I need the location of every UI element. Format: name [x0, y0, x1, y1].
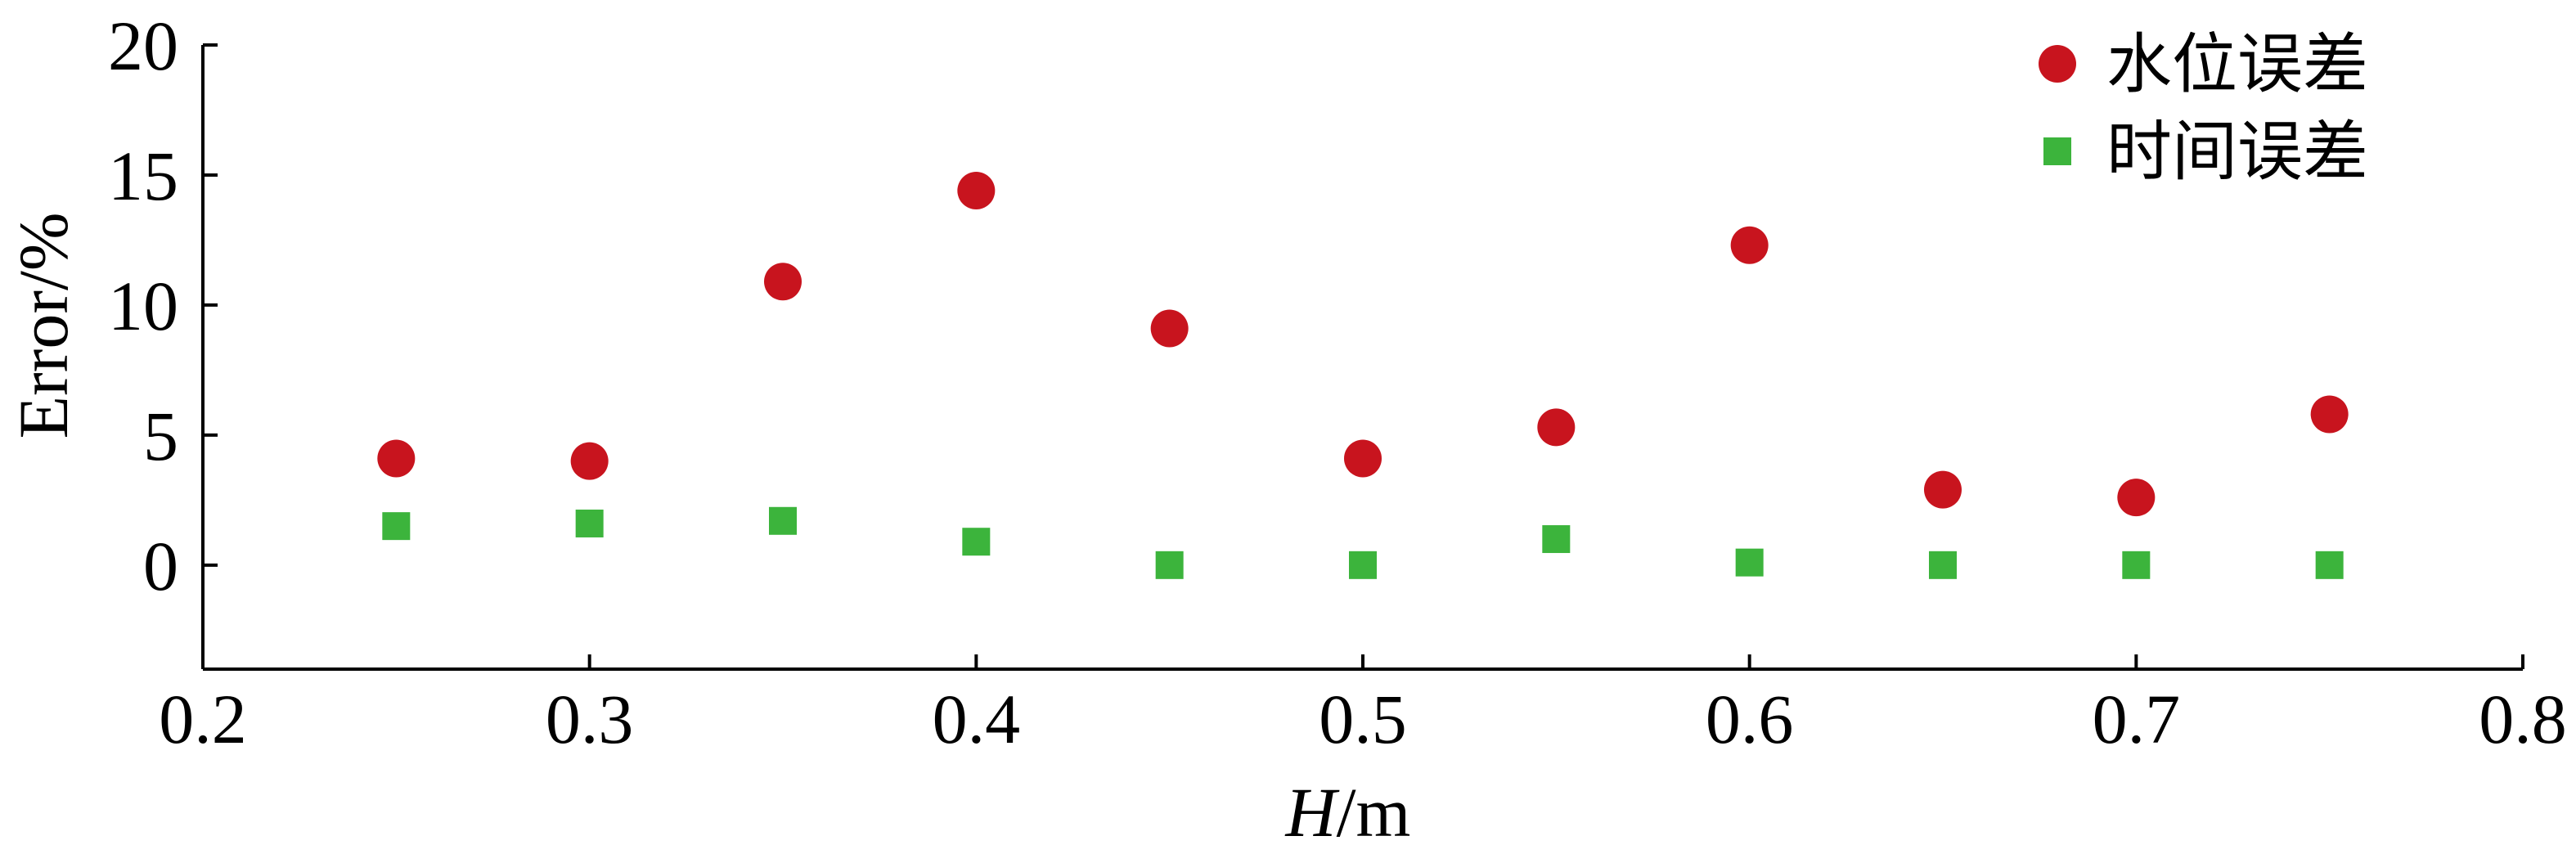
water-level-error-point	[1344, 439, 1382, 478]
y-tick-label: 15	[108, 137, 178, 215]
y-tick-label: 5	[143, 397, 178, 475]
x-tick-label: 0.3	[546, 680, 634, 758]
y-axis-title: Error/%	[4, 213, 83, 439]
legend-marker-water-level	[2039, 45, 2076, 83]
time-error-point	[2315, 551, 2344, 579]
x-ticks: 0.2 0.3 0.4 0.5 0.6 0.7 0.8	[159, 654, 2567, 758]
data-points	[377, 172, 2349, 579]
legend-marker-time	[2043, 137, 2071, 165]
y-ticks: 0 5 10 15 20	[108, 7, 218, 605]
time-error-point	[575, 509, 604, 537]
time-error-point	[1155, 551, 1184, 579]
x-tick-label: 0.7	[2093, 680, 2181, 758]
legend-label-water-level: 水位误差	[2106, 26, 2368, 102]
x-tick-label: 0.8	[2479, 680, 2567, 758]
water-level-error-point	[2310, 395, 2349, 434]
time-error-point	[382, 512, 411, 541]
x-axis-title-italic: H	[1285, 773, 1340, 852]
x-tick-label: 0.5	[1319, 680, 1407, 758]
time-error-point	[1349, 551, 1377, 579]
water-level-error-point	[570, 442, 609, 480]
time-error-point	[2122, 551, 2151, 579]
x-tick-label: 0.6	[1706, 680, 1794, 758]
time-error-point	[962, 528, 991, 556]
water-level-error-point	[957, 172, 996, 210]
water-level-error-point	[1537, 408, 1576, 447]
time-error-point	[1929, 551, 1957, 579]
y-tick-label: 20	[108, 7, 178, 85]
x-tick-label: 0.4	[933, 680, 1021, 758]
x-tick-label: 0.2	[159, 680, 247, 758]
time-error-point	[1542, 525, 1571, 554]
time-error-point	[1735, 548, 1764, 577]
time-error-point	[769, 506, 797, 535]
y-tick-label: 0	[143, 527, 178, 605]
water-level-error-point	[377, 439, 416, 478]
water-level-error-point	[764, 263, 802, 301]
water-level-error-point	[2117, 479, 2156, 517]
water-level-error-point	[1730, 226, 1769, 264]
y-tick-label: 10	[108, 267, 178, 345]
axes: 0.2 0.3 0.4 0.5 0.6 0.7 0.8 0 5 10 15 20	[108, 7, 2567, 758]
x-axis-title: H/m	[1285, 773, 1411, 852]
legend-label-time: 时间误差	[2106, 114, 2368, 190]
water-level-error-point	[1924, 470, 1962, 509]
x-axis-title-unit: /m	[1337, 773, 1411, 852]
water-level-error-point	[1150, 309, 1189, 348]
